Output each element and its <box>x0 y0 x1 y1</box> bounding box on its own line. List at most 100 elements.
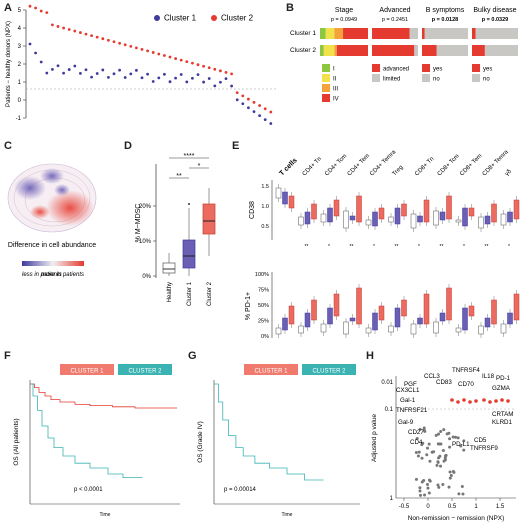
e-bottom-ytick: 75% <box>258 288 269 294</box>
h-gene-label: TNFRSF9 <box>470 445 498 452</box>
e-celltype-label: CD4+ Tem <box>347 153 371 177</box>
b-legend-label: no <box>483 77 490 83</box>
b-stage-segment <box>334 28 344 39</box>
e-box <box>513 293 520 321</box>
a-dot-cluster2 <box>67 28 71 31</box>
a-dot-cluster1 <box>269 122 273 125</box>
b-stage-segment <box>336 45 368 56</box>
h-dot-ns <box>414 450 418 454</box>
h-dot-sig <box>482 398 486 402</box>
e-sig: ** <box>485 244 489 250</box>
a-dot-cluster2 <box>219 69 222 73</box>
h-dot-ns <box>447 485 451 489</box>
b-yes-segment <box>372 28 410 39</box>
h-dot-ns <box>459 444 463 448</box>
h-dot-ns <box>448 470 452 474</box>
a-dot-cluster2 <box>196 63 200 67</box>
panel-letter-f: F <box>4 350 11 362</box>
b-pvalue: p = 0.0128 <box>432 17 458 23</box>
panel-letter-g: G <box>188 350 197 362</box>
a-dot-cluster1 <box>129 72 133 76</box>
b-legend-label: limited <box>383 77 400 83</box>
panel-d-boxplot: 20% 10% 0% % M−MDSC **** * ** Healthy Clust… <box>135 153 216 306</box>
h-dot-ns <box>428 459 432 463</box>
h-ytick-label: 1 <box>390 496 394 502</box>
a-dot-cluster1 <box>28 42 32 46</box>
panel-h-volcano: 0.01 0.1 1 -0.5 0 0.5 1 1.5 Adjusted p value No… <box>371 367 516 522</box>
h-dot-ns <box>430 450 434 454</box>
g-pvalue: p = 0.00014 <box>224 487 257 493</box>
e-box <box>304 211 311 225</box>
row-cluster1-label: Cluster 1 <box>290 30 316 37</box>
e-box <box>484 317 491 328</box>
a-dot-cluster2 <box>79 31 82 34</box>
a-dot-cluster2 <box>230 72 234 76</box>
e-box <box>401 299 407 317</box>
a-dot-cluster2 <box>146 49 150 53</box>
panel-letter-b: B <box>286 2 294 14</box>
h-dot-ns <box>441 448 445 452</box>
h-dot-ns <box>418 486 422 490</box>
e-box <box>462 207 468 227</box>
e-box <box>378 305 385 321</box>
a-dot-cluster2 <box>101 37 105 41</box>
h-dot-ns <box>426 486 430 490</box>
a-dot-cluster1 <box>224 77 228 81</box>
e-box <box>349 215 356 221</box>
legend-less: less in patients <box>22 272 62 278</box>
e-box <box>356 195 362 223</box>
a-dot-cluster1 <box>112 72 116 76</box>
b-no-segment <box>436 45 468 56</box>
h-dot-sig <box>488 400 492 404</box>
e-top-ytick: 0.5 <box>261 224 269 230</box>
panel-e-ylabel-top: CD38 <box>249 201 256 219</box>
a-dot-cluster2 <box>39 9 43 13</box>
h-dot-sig <box>456 400 460 404</box>
a-dot-cluster2 <box>95 35 99 39</box>
e-box <box>372 211 378 227</box>
a-dot-cluster1 <box>163 72 166 76</box>
e-box <box>304 312 311 328</box>
e-box <box>468 305 475 317</box>
a-dot-cluster1 <box>263 118 267 121</box>
e-sig: ** <box>305 244 309 250</box>
e-box <box>275 187 282 199</box>
h-ylabel: Adjusted p value <box>371 414 378 462</box>
a-dot-cluster1 <box>168 80 172 84</box>
b-header: B symptoms <box>426 7 465 14</box>
b-legend-swatch <box>322 94 330 102</box>
e-sig: * <box>418 244 420 250</box>
e-box <box>388 325 394 333</box>
g-legend-cluster1 <box>244 364 298 375</box>
b-no-segment <box>409 28 418 39</box>
a-dot-cluster2 <box>207 66 211 70</box>
a-dot-cluster1 <box>107 75 110 79</box>
b-stage-segment <box>323 45 335 56</box>
e-celltype-label: CD8+ Tn <box>414 156 435 177</box>
h-dot-ns <box>417 450 421 454</box>
f-legend-cluster1-label: CLUSTER 1 <box>70 369 104 375</box>
e-sig: ** <box>350 244 354 250</box>
b-no-segment <box>475 28 518 39</box>
h-gene-label: CRTAM <box>492 411 513 418</box>
b-legend-swatch <box>322 64 330 72</box>
b-stage-segment <box>334 45 337 56</box>
a-dot-cluster1 <box>62 71 65 75</box>
h-dot-ns <box>436 483 440 487</box>
legend-cluster1-label: Cluster 1 <box>164 14 197 23</box>
e-box <box>507 312 513 325</box>
h-gene-label: GZMA <box>492 385 511 392</box>
h-gene-label: PGF <box>404 381 417 388</box>
e-box <box>500 323 507 334</box>
f-curve-cluster1 <box>30 383 177 409</box>
b-legend-swatch <box>322 84 330 92</box>
legend-cluster2-dot <box>211 15 217 21</box>
h-dot-ns <box>422 426 426 430</box>
e-box <box>394 207 401 225</box>
e-box <box>433 321 439 334</box>
b-yes-segment <box>422 28 425 39</box>
a-dot-cluster2 <box>135 46 138 50</box>
a-dot-cluster1 <box>235 98 239 102</box>
f-legend-cluster2 <box>118 364 172 375</box>
box-cluster2 <box>202 188 216 256</box>
